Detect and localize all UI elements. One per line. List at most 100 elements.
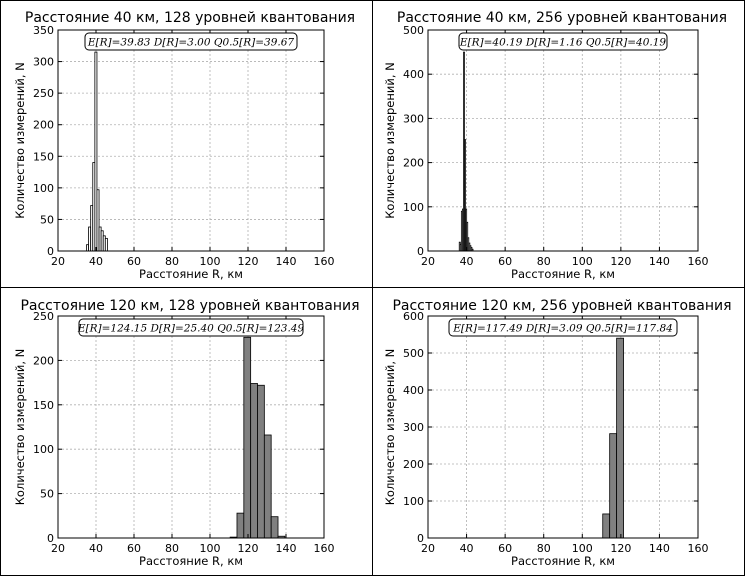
plot-frame	[57, 315, 325, 539]
x-tick-label: 80	[165, 255, 179, 268]
histogram-bar	[243, 336, 252, 539]
y-tick-label: 0	[47, 245, 54, 258]
histogram-bar	[236, 512, 245, 539]
y-tick-label: 600	[403, 310, 424, 323]
x-tick-label: 100	[200, 255, 221, 268]
y-axis-label: Количество измерений, N	[13, 62, 27, 218]
x-tick-label: 60	[498, 542, 512, 555]
x-tick-label: 100	[572, 255, 593, 268]
panel-divider-horizontal	[0, 287, 745, 288]
histogram-bar	[602, 513, 611, 539]
stats-box	[84, 32, 298, 51]
y-tick-label: 0	[417, 532, 424, 545]
y-tick-label: 50	[40, 213, 54, 226]
x-tick-label: 20	[421, 542, 435, 555]
y-tick-label: 150	[33, 399, 54, 412]
histogram-bar	[104, 237, 108, 252]
chart-panel-3: Расстояние 120 км, 128 уровней квантован…	[13, 298, 360, 568]
plot-frame	[57, 29, 325, 252]
histogram-bar	[609, 433, 618, 539]
panel-divider-vertical	[372, 0, 373, 576]
histogram-bar	[270, 516, 279, 539]
x-axis-label: Расстояние R, км	[511, 267, 615, 281]
plot-area	[57, 315, 325, 539]
stats-text: E[R]=39.83 D[R]=3.00 Q0.5[R]=39.67	[87, 37, 295, 49]
histogram-bar	[257, 384, 265, 539]
chart-panel-1: Расстояние 40 км, 128 уровней квантовани…	[13, 10, 355, 281]
x-tick-label: 60	[498, 255, 512, 268]
chart-title: Расстояние 40 км, 128 уровней квантовани…	[25, 10, 355, 26]
x-tick-label: 160	[314, 255, 335, 268]
x-tick-label: 140	[649, 255, 670, 268]
stats-box	[78, 318, 304, 337]
x-tick-label: 20	[51, 255, 65, 268]
y-tick-label: 350	[33, 24, 54, 37]
y-tick-label: 500	[403, 24, 424, 37]
x-tick-label: 20	[421, 255, 435, 268]
y-axis-label: Количество измерений, N	[383, 62, 397, 218]
y-tick-label: 400	[403, 384, 424, 397]
chart-title: Расстояние 120 км, 256 уровней квантован…	[392, 298, 731, 314]
x-tick-label: 100	[200, 542, 221, 555]
x-axis-label: Расстояние R, км	[511, 554, 615, 568]
y-tick-label: 300	[403, 112, 424, 125]
x-tick-label: 120	[238, 255, 259, 268]
x-tick-label: 120	[610, 255, 631, 268]
y-tick-label: 150	[33, 150, 54, 163]
stats-text: E[R]=124.15 D[R]=25.40 Q0.5[R]=123.49	[77, 323, 305, 335]
x-tick-label: 20	[51, 542, 65, 555]
stats-box	[458, 32, 668, 51]
x-tick-label: 40	[89, 542, 103, 555]
chart-title: Расстояние 120 км, 128 уровней квантован…	[20, 298, 359, 314]
plot-area	[427, 29, 699, 252]
y-tick-label: 200	[33, 354, 54, 367]
x-tick-label: 160	[314, 542, 335, 555]
histogram-bar	[250, 383, 258, 539]
y-tick-label: 200	[403, 157, 424, 170]
x-tick-label: 120	[238, 542, 259, 555]
y-tick-label: 100	[33, 443, 54, 456]
x-tick-label: 80	[537, 255, 551, 268]
histogram-bar	[263, 434, 272, 539]
y-tick-label: 100	[33, 182, 54, 195]
stats-box	[448, 318, 678, 337]
x-tick-label: 160	[688, 255, 709, 268]
x-tick-label: 120	[610, 542, 631, 555]
x-tick-label: 80	[537, 542, 551, 555]
x-tick-label: 160	[688, 542, 709, 555]
x-tick-label: 140	[649, 542, 670, 555]
stats-text: E[R]=40.19 D[R]=1.16 Q0.5[R]=40.19	[459, 37, 667, 49]
plot-frame	[427, 29, 699, 252]
chart-panel-2: Расстояние 40 км, 256 уровней квантовани…	[383, 10, 727, 281]
y-tick-label: 500	[403, 347, 424, 360]
x-tick-label: 140	[276, 255, 297, 268]
y-tick-label: 250	[33, 87, 54, 100]
y-tick-label: 250	[33, 310, 54, 323]
x-tick-label: 80	[165, 542, 179, 555]
y-tick-label: 50	[40, 488, 54, 501]
y-tick-label: 100	[403, 495, 424, 508]
x-axis-label: Расстояние R, км	[139, 554, 243, 568]
stats-text: E[R]=117.49 D[R]=3.09 Q0.5[R]=117.84	[452, 323, 673, 335]
x-tick-label: 60	[127, 542, 141, 555]
y-tick-label: 200	[403, 458, 424, 471]
chart-panel-4: Расстояние 120 км, 256 уровней квантован…	[383, 298, 732, 568]
x-tick-label: 140	[276, 542, 297, 555]
histogram-bar	[616, 337, 624, 539]
y-tick-label: 0	[47, 532, 54, 545]
x-tick-label: 60	[127, 255, 141, 268]
x-axis-label: Расстояние R, км	[139, 267, 243, 281]
y-tick-label: 100	[403, 201, 424, 214]
x-tick-label: 100	[572, 542, 593, 555]
y-tick-label: 300	[33, 56, 54, 69]
x-tick-label: 40	[460, 542, 474, 555]
x-tick-label: 40	[460, 255, 474, 268]
y-axis-label: Количество измерений, N	[13, 349, 27, 505]
y-tick-label: 400	[403, 68, 424, 81]
x-tick-label: 40	[89, 255, 103, 268]
y-tick-label: 300	[403, 421, 424, 434]
y-tick-label: 0	[417, 245, 424, 258]
chart-title: Расстояние 40 км, 256 уровней квантовани…	[397, 10, 727, 26]
y-axis-label: Количество измерений, N	[383, 349, 397, 505]
